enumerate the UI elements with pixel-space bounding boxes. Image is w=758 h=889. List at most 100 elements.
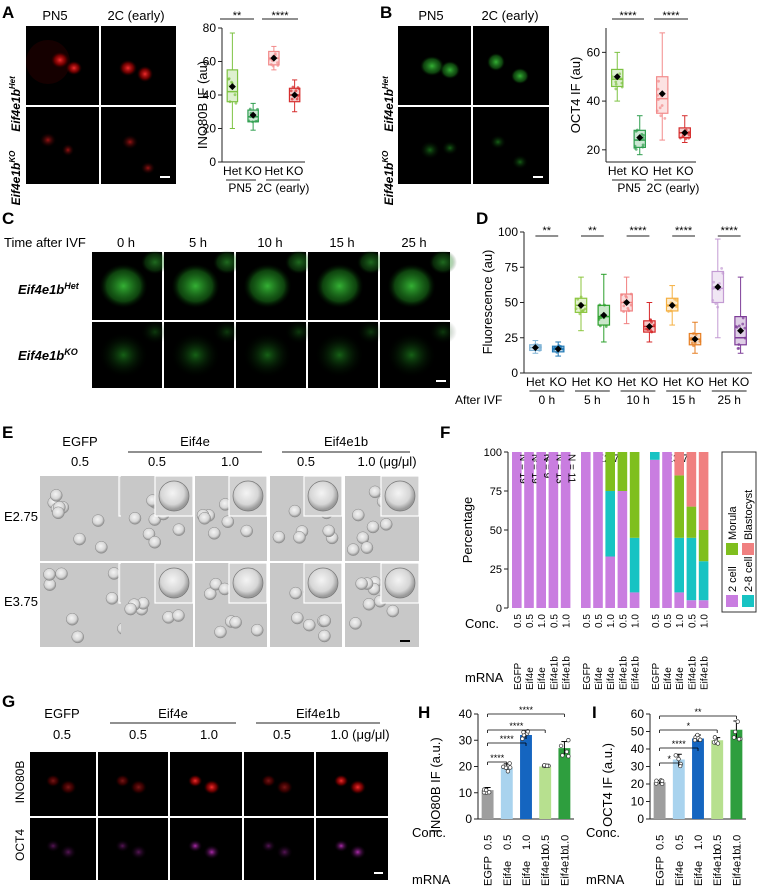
h-point — [484, 787, 489, 793]
c-embryo — [387, 333, 436, 377]
f-bar-segment — [650, 452, 660, 460]
h-ylabel: INO80B IF (a.u.) — [428, 737, 443, 832]
d-time-label: 10 h — [626, 393, 649, 407]
a-box — [247, 102, 260, 131]
c-embryo — [213, 250, 241, 275]
b-micrographs — [398, 26, 549, 184]
h-conc-label: Conc. — [412, 825, 446, 840]
e-embryo — [208, 527, 221, 540]
g-nucleus — [334, 839, 349, 852]
g-nucleus — [188, 839, 203, 852]
e-embryo — [55, 567, 68, 581]
d-point — [692, 332, 695, 335]
e-embryo — [355, 577, 368, 590]
d-box — [574, 276, 588, 332]
i-bar — [730, 729, 743, 819]
d-time-label: 25 h — [718, 393, 741, 407]
d-point — [578, 312, 582, 316]
d-box — [597, 273, 611, 343]
e-embryo — [368, 485, 382, 499]
e-inset-embryo — [384, 480, 416, 512]
i-mrna-tick: EGFP — [655, 856, 667, 886]
b-point — [687, 136, 691, 140]
b-point — [658, 106, 662, 110]
d-point — [721, 271, 725, 275]
e-embryo — [107, 567, 121, 580]
f-mrna-tick: EGFP — [582, 662, 593, 690]
e-embryo — [379, 518, 393, 531]
i-point — [731, 735, 737, 740]
f-legend-swatch — [726, 595, 738, 607]
d-point — [604, 325, 608, 328]
f-n-label: N = 9 — [541, 454, 552, 479]
a-category-label: KO — [244, 164, 261, 178]
a-col-label-1: PN5 — [42, 8, 67, 23]
d-category-label: Het — [526, 375, 545, 389]
panel-c: C Time after IVF 0 h 5 h 10 h 15 h 25 h … — [2, 209, 457, 388]
g-nucleus — [261, 839, 276, 852]
a-ytick-label: 60 — [203, 55, 217, 69]
i-ytick-label: 40 — [631, 742, 645, 756]
d-category-label: Het — [708, 375, 727, 389]
i-bar — [672, 759, 685, 819]
i-bar-chart: 01020304050600.5EGFP0.5Eif4e1.0Eif4e0.5E… — [631, 707, 746, 886]
d-mean-marker — [691, 335, 699, 343]
h-mrna-tick: Eif4e — [521, 861, 533, 886]
a-point — [227, 77, 231, 81]
d-point — [674, 304, 678, 307]
d-mean-marker — [554, 345, 562, 353]
f-ytick-label: 0 — [496, 603, 502, 615]
h-mrna-label: mRNA — [412, 872, 451, 887]
d-category-label: Het — [663, 375, 682, 389]
e-embryo — [322, 524, 335, 538]
a-mean-marker — [270, 54, 278, 62]
g-nucleus — [115, 774, 130, 787]
f-ytick-label: 50 — [490, 525, 502, 537]
f-mrna-tick: Eif4e1b — [618, 656, 629, 690]
f-conc-tick: 1.0 — [562, 614, 573, 628]
d-mean-marker — [668, 301, 676, 309]
i-point — [660, 778, 665, 784]
d-mean-marker — [714, 283, 722, 291]
e-inset-embryo — [158, 480, 190, 512]
d-sig-label: ** — [588, 225, 597, 237]
g-scale-bar — [374, 872, 383, 874]
f-conc-tick: 0.5 — [549, 614, 560, 628]
f-bar-segment — [548, 452, 559, 608]
h-point — [564, 749, 569, 754]
b-ytick-label: 60 — [587, 45, 601, 59]
d-point — [561, 347, 565, 351]
c-row-label-ko: Eif4e1bKO — [18, 347, 78, 363]
d-point — [693, 341, 697, 345]
d-category-label: KO — [732, 375, 749, 389]
f-conc-tick: 1.0 — [675, 614, 686, 628]
e-embryo — [71, 630, 84, 644]
f-n-label: N = 19 — [517, 454, 528, 484]
f-bar-segment — [674, 592, 684, 608]
d-ytick-label: 25 — [505, 331, 519, 345]
i-bar — [711, 740, 724, 819]
e-embryo — [352, 508, 365, 522]
e-embryo — [105, 592, 119, 605]
a-point — [248, 107, 252, 111]
c-embryo — [357, 250, 385, 275]
i-point — [736, 737, 742, 742]
e-inset-embryo — [307, 567, 339, 599]
c-embryo — [285, 319, 313, 344]
g-nucleus — [203, 780, 220, 795]
e-embryo — [198, 512, 211, 525]
g-nucleus — [46, 839, 61, 852]
i-point — [654, 778, 659, 783]
b-mean-marker — [613, 73, 621, 81]
f-bar-segment — [512, 452, 522, 608]
i-conc-tick: 0.5 — [674, 835, 686, 850]
d-boxplot: 0 25 50 75 100 Het KO Het KO Het KO Het KO Het KO ** 0 h… — [498, 225, 752, 407]
i-point — [676, 756, 681, 762]
e-micrographs — [40, 475, 420, 647]
f-legend-box — [721, 451, 757, 613]
a-point — [291, 85, 295, 89]
d-mean-marker — [623, 299, 631, 306]
e-embryo — [128, 512, 142, 525]
h-conc-tick: 0.5 — [483, 835, 495, 850]
